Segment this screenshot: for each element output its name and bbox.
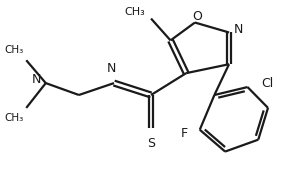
- Text: CH₃: CH₃: [4, 113, 23, 123]
- Text: F: F: [181, 127, 188, 140]
- Text: N: N: [106, 62, 116, 75]
- Text: N: N: [31, 73, 41, 86]
- Text: S: S: [147, 137, 155, 150]
- Text: CH₃: CH₃: [4, 45, 23, 55]
- Text: Cl: Cl: [261, 77, 274, 90]
- Text: N: N: [234, 23, 243, 36]
- Text: CH₃: CH₃: [124, 7, 145, 17]
- Text: O: O: [192, 10, 202, 23]
